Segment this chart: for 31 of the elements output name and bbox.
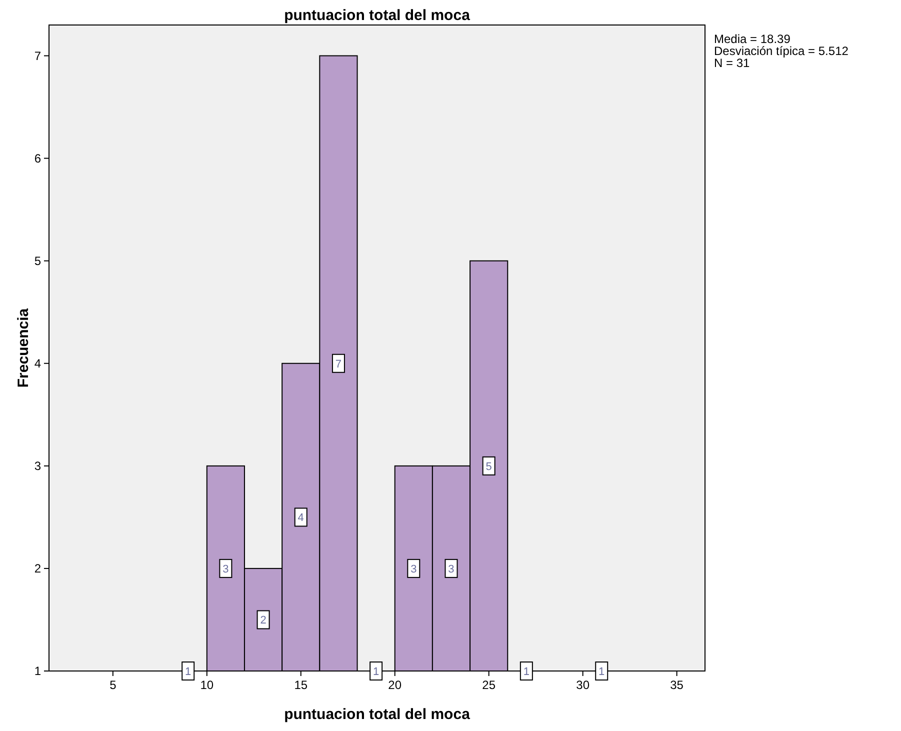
x-tick-label: 15 (294, 678, 308, 692)
y-tick-label: 4 (34, 356, 42, 370)
data-label: 4 (298, 512, 304, 524)
y-tick-label: 7 (34, 48, 42, 63)
x-tick-label: 10 (200, 678, 214, 692)
x-tick-label: 30 (576, 678, 590, 692)
x-tick-label: 5 (110, 678, 117, 692)
data-label: 3 (222, 563, 229, 576)
data-label: 1 (523, 666, 530, 678)
y-tick-label: 3 (34, 458, 42, 473)
y-tick-label: 1 (34, 664, 42, 678)
data-label: 3 (410, 563, 417, 576)
x-tick-label: 35 (670, 678, 684, 692)
chart-title: puntuacion total del moca (284, 7, 471, 24)
data-label: 2 (260, 614, 266, 627)
data-label: 5 (486, 460, 492, 473)
y-tick-label: 6 (34, 151, 42, 166)
text: Media = 18.39 (714, 32, 791, 46)
y-tick-label: 2 (34, 561, 42, 576)
text: Desviación típica = 5.512 (714, 44, 849, 58)
data-label: 1 (185, 666, 192, 678)
x-tick-label: 25 (482, 678, 496, 692)
x-axis-title: puntuacion total del moca (284, 706, 471, 723)
data-label: 7 (335, 358, 342, 370)
data-label: 1 (598, 666, 605, 678)
x-tick-label: 20 (388, 678, 402, 692)
data-label: 1 (373, 666, 380, 678)
data-label: 3 (448, 563, 454, 576)
text: N = 31 (714, 56, 750, 70)
y-axis-title: Frecuencia (15, 308, 32, 388)
y-tick-label: 5 (34, 254, 42, 268)
